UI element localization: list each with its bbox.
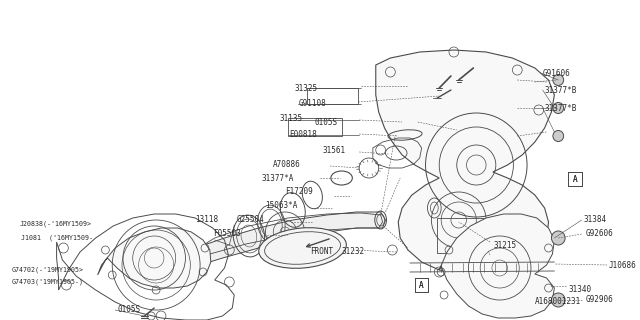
Polygon shape	[376, 50, 554, 274]
Bar	[568, 172, 582, 186]
Text: 31377*B: 31377*B	[545, 103, 577, 113]
Polygon shape	[98, 228, 211, 288]
Text: G74702(-'19MY1905>: G74702(-'19MY1905>	[12, 267, 84, 273]
Text: 31561: 31561	[322, 146, 345, 155]
Text: 31340: 31340	[568, 285, 591, 294]
Polygon shape	[154, 212, 385, 285]
Circle shape	[553, 75, 564, 85]
Text: G25504: G25504	[236, 215, 264, 225]
Text: A70886: A70886	[273, 159, 301, 169]
Bar	[415, 278, 428, 292]
Text: J10686: J10686	[609, 260, 637, 269]
Text: A: A	[573, 174, 577, 183]
Text: G92906: G92906	[586, 295, 613, 305]
Text: 0105S: 0105S	[117, 306, 140, 315]
Text: A168001231: A168001231	[535, 298, 581, 307]
Text: A: A	[573, 174, 577, 183]
Text: FRONT: FRONT	[310, 247, 333, 257]
Bar	[307, 88, 358, 104]
Text: 13118: 13118	[195, 215, 218, 225]
Text: 15063*A: 15063*A	[266, 202, 298, 211]
Bar	[437, 218, 486, 253]
Text: 31325: 31325	[295, 84, 318, 92]
Polygon shape	[439, 214, 554, 318]
Bar	[568, 172, 582, 186]
Text: G91606: G91606	[543, 68, 570, 77]
Text: 31384: 31384	[584, 215, 607, 225]
Text: E00818: E00818	[289, 130, 317, 139]
Text: A: A	[419, 281, 424, 290]
Text: J20838(-'16MY1509>: J20838(-'16MY1509>	[20, 221, 92, 227]
Text: 0105S: 0105S	[314, 117, 337, 126]
Text: 31232: 31232	[342, 247, 365, 257]
Circle shape	[552, 231, 565, 245]
Text: 31377*A: 31377*A	[262, 173, 294, 182]
Circle shape	[553, 131, 564, 141]
Text: J1081  ('16MY1509-: J1081 ('16MY1509-	[22, 235, 93, 241]
Text: G91108: G91108	[299, 99, 326, 108]
Text: F17209: F17209	[285, 188, 313, 196]
Circle shape	[552, 293, 565, 307]
Bar	[288, 118, 342, 136]
Text: G74703('19MY1905-): G74703('19MY1905-)	[12, 279, 84, 285]
Bar	[415, 278, 428, 292]
Text: 31215: 31215	[494, 242, 517, 251]
Ellipse shape	[259, 228, 346, 268]
Text: 31135: 31135	[279, 114, 302, 123]
Text: A: A	[419, 281, 424, 290]
Text: F05503: F05503	[212, 229, 241, 238]
Text: G92606: G92606	[586, 229, 613, 238]
Circle shape	[553, 102, 564, 114]
Text: 31377*B: 31377*B	[545, 85, 577, 94]
